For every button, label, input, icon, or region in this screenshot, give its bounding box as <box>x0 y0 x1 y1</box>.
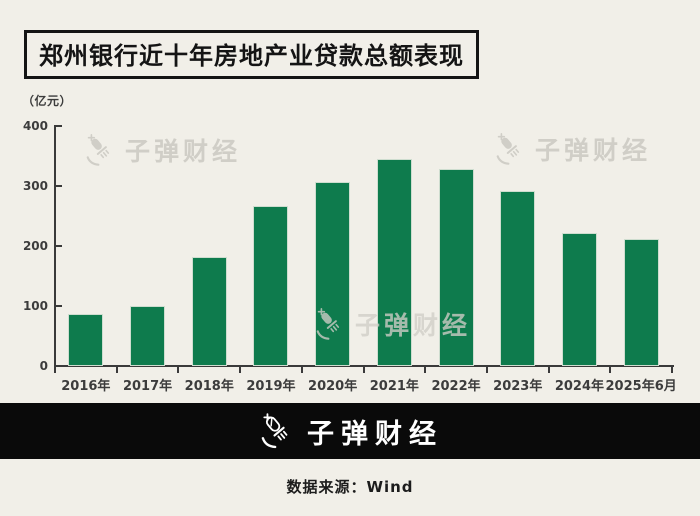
x-axis-line <box>54 365 674 367</box>
bullet-logo-icon <box>261 413 288 449</box>
x-axis-tick <box>671 367 673 373</box>
x-axis-label-2019年: 2019年 <box>246 379 296 394</box>
y-axis-tick <box>56 305 62 307</box>
bar-2025年6月 <box>623 239 659 366</box>
data-source-label: 数据来源：Wind <box>286 478 414 496</box>
bar-2017年 <box>130 306 166 366</box>
y-axis-tick <box>56 245 62 247</box>
x-axis-label-2023年: 2023年 <box>493 379 543 394</box>
x-axis-label-2024年: 2024年 <box>554 379 605 394</box>
bar-2020年 <box>315 182 351 366</box>
x-axis-label-2016年: 2016年 <box>61 379 111 394</box>
y-axis-tick-label: 300 <box>22 179 48 193</box>
brand-footer-bar: 子弹财经 <box>0 403 700 459</box>
x-axis-tick <box>362 367 365 373</box>
x-axis-label-2017年: 2017年 <box>122 379 173 394</box>
x-axis-tick <box>547 367 550 373</box>
bar-2023年 <box>500 190 536 366</box>
brand-logo-text: 子弹财经 <box>307 418 443 450</box>
x-axis-tick <box>54 367 56 373</box>
y-axis-tick-label: 100 <box>22 299 48 313</box>
x-axis-label-2022年: 2022年 <box>431 379 481 394</box>
x-axis-tick <box>609 367 612 373</box>
x-axis-tick <box>485 367 488 373</box>
y-axis-tick-label: 0 <box>39 359 48 373</box>
x-axis-tick <box>177 367 180 373</box>
y-axis-tick <box>56 185 62 187</box>
y-axis-tick-label: 400 <box>22 119 48 133</box>
x-axis-label-2025年6月: 2025年6月 <box>605 379 677 394</box>
bar-2024年 <box>561 232 597 366</box>
y-axis-tick <box>56 125 62 127</box>
x-axis-tick <box>239 367 242 373</box>
x-axis-tick <box>115 367 118 373</box>
x-axis-label-2020年: 2020年 <box>308 379 358 394</box>
x-axis-tick <box>424 367 427 373</box>
y-axis-line <box>54 125 56 368</box>
bar-2016年 <box>68 313 104 366</box>
y-axis-tick-label: 200 <box>22 239 48 253</box>
y-axis-unit-label: （亿元） <box>22 94 73 108</box>
page-title: 郑州银行近十年房地产业贷款总额表现 <box>24 30 479 79</box>
x-axis-label-2021年: 2021年 <box>369 379 419 394</box>
bar-2022年 <box>438 168 474 366</box>
bar-2018年 <box>191 256 227 366</box>
x-axis-label-2018年: 2018年 <box>184 379 234 394</box>
bar-2019年 <box>253 205 289 366</box>
bar-2021年 <box>376 159 412 366</box>
x-axis-tick <box>300 367 303 373</box>
